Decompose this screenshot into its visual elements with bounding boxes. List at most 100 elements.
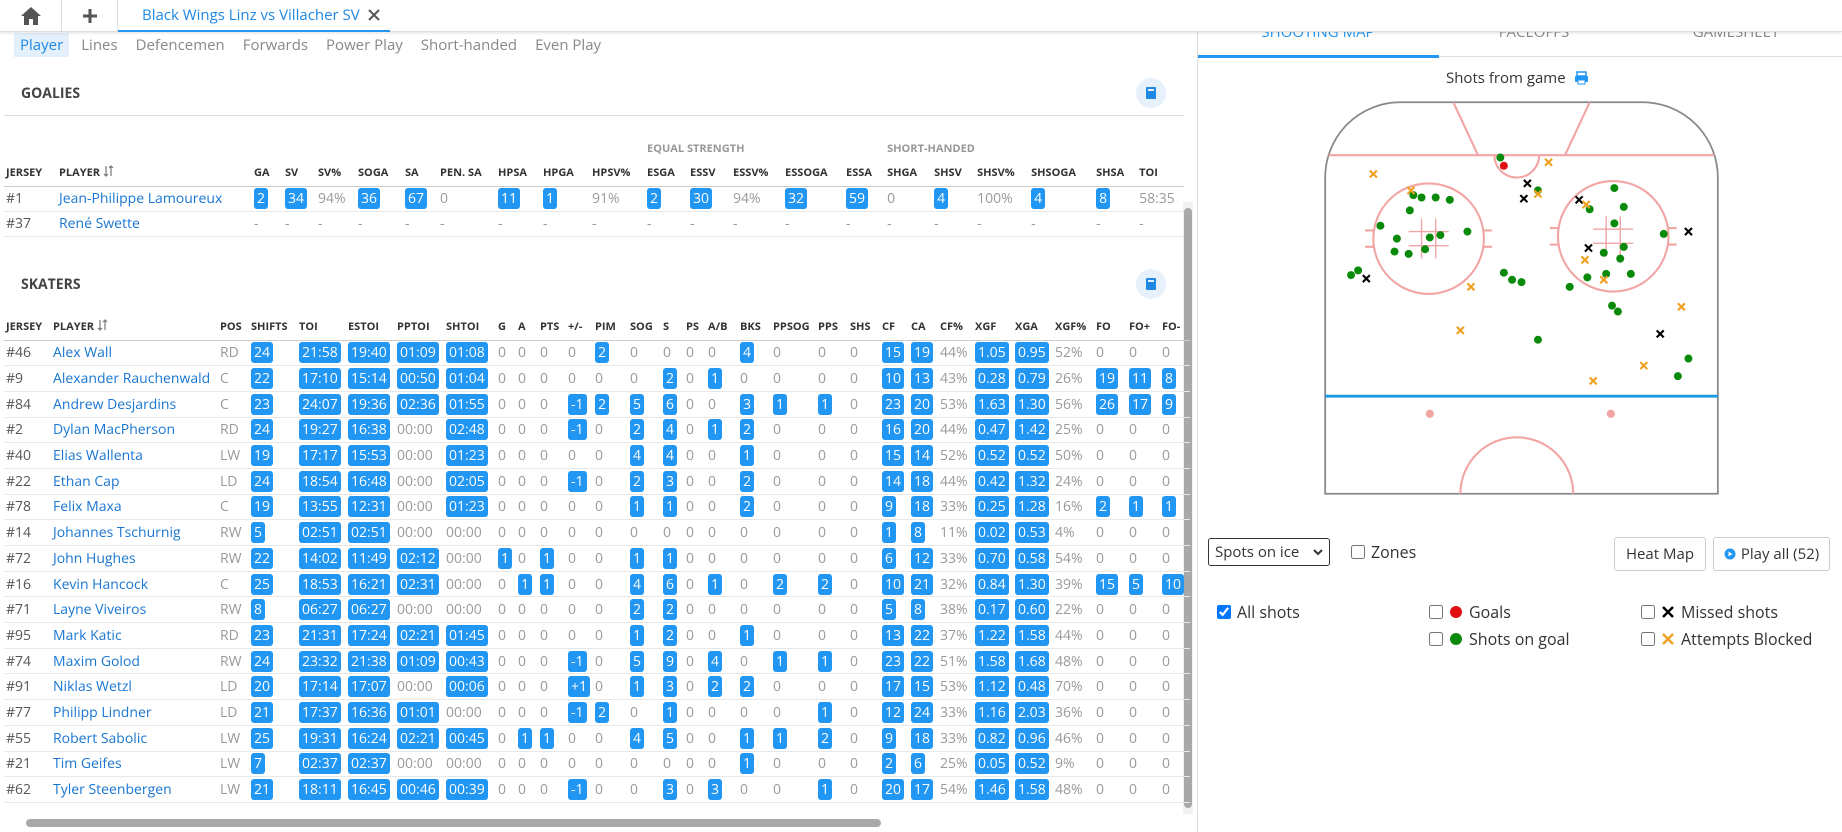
column-header[interactable]: SHSOGA (1029, 160, 1094, 186)
column-header[interactable]: SHSA (1094, 160, 1137, 186)
column-header[interactable]: XGF% (1053, 314, 1094, 340)
sort-icon[interactable] (97, 319, 109, 332)
player-link[interactable]: Andrew Desjardins (53, 394, 177, 414)
column-header[interactable]: XGF (973, 314, 1013, 340)
player-link[interactable]: Ethan Cap (53, 471, 120, 491)
column-header[interactable]: SA (403, 160, 438, 186)
column-header[interactable]: BKS (738, 314, 771, 340)
sort-icon[interactable] (103, 165, 115, 178)
subtab[interactable]: Lines (81, 35, 118, 55)
shot-filter[interactable]: Attempts Blocked (1641, 628, 1812, 650)
player-link[interactable]: Alex Wall (53, 343, 112, 363)
export-button[interactable] (1136, 78, 1166, 108)
player-link[interactable]: Philipp Lindner (53, 702, 152, 722)
checkbox[interactable] (1351, 545, 1365, 559)
column-header[interactable]: CF% (938, 314, 973, 340)
subtab[interactable]: Power Play (326, 35, 403, 55)
export-button[interactable] (1136, 269, 1166, 299)
shot-filter[interactable]: Shots on goal (1429, 628, 1570, 650)
checkbox[interactable] (1429, 605, 1443, 619)
checkbox[interactable] (1641, 605, 1655, 619)
column-header[interactable]: PEN. SA (438, 160, 496, 186)
player-link[interactable]: Mark Katic (53, 625, 122, 645)
column-header[interactable]: S (661, 314, 684, 340)
subtab[interactable]: Player (14, 33, 70, 57)
player-link[interactable]: Kevin Hancock (53, 574, 149, 594)
column-header[interactable]: JERSEY (4, 314, 51, 340)
player-link[interactable]: Tyler Steenbergen (53, 780, 172, 800)
player-link[interactable]: Niklas Wetzl (53, 677, 132, 697)
column-header[interactable]: TOI (297, 314, 346, 340)
checkbox[interactable] (1217, 605, 1231, 619)
home-button[interactable] (0, 0, 62, 32)
column-header[interactable]: ESSOGA (783, 160, 844, 186)
checkbox[interactable] (1429, 632, 1443, 646)
player-link[interactable]: Alexander Rauchenwald (53, 369, 211, 389)
close-tab[interactable] (368, 9, 380, 21)
column-header[interactable]: SHS (848, 314, 880, 340)
player-link[interactable]: Felix Maxa (53, 497, 122, 517)
column-header[interactable]: HPSA (496, 160, 541, 186)
column-header[interactable]: POS (218, 314, 249, 340)
column-header[interactable]: PS (684, 314, 706, 340)
column-header[interactable]: PIM (593, 314, 628, 340)
shot-filter[interactable]: Goals (1429, 601, 1511, 623)
column-header[interactable]: HPGA (541, 160, 590, 186)
column-header[interactable]: ESSA (844, 160, 885, 186)
column-header[interactable]: FO (1094, 314, 1127, 340)
player-link[interactable]: Jean-Philippe Lamoureux (59, 189, 223, 208)
column-header[interactable]: FO- (1160, 314, 1190, 340)
player-link[interactable]: Maxim Golod (53, 651, 140, 671)
shot-filter[interactable]: All shots (1217, 601, 1300, 623)
zones-toggle[interactable]: Zones (1351, 541, 1416, 563)
subtab[interactable]: Short-handed (420, 35, 518, 55)
column-header[interactable]: G (496, 314, 516, 340)
column-header[interactable]: SV (283, 160, 316, 186)
column-header[interactable]: SOG (628, 314, 661, 340)
checkbox[interactable] (1641, 632, 1655, 646)
column-header[interactable]: XGA (1013, 314, 1053, 340)
column-header[interactable]: SHGA (885, 160, 932, 186)
column-header[interactable]: TOI (1137, 160, 1184, 186)
column-header[interactable]: PPS (816, 314, 848, 340)
column-header[interactable]: SHSV% (975, 160, 1029, 186)
column-header[interactable]: SHIFTS (249, 314, 297, 340)
column-header[interactable]: PLAYER (57, 160, 252, 186)
column-header[interactable]: PLAYER (51, 314, 218, 340)
player-link[interactable]: Johannes Tschurnig (53, 523, 181, 543)
column-header[interactable]: ESGA (645, 160, 688, 186)
column-header[interactable]: ESSV% (731, 160, 783, 186)
column-header[interactable]: SHSV (932, 160, 975, 186)
column-header[interactable]: HPSV% (590, 160, 645, 186)
column-header[interactable]: GA (252, 160, 283, 186)
column-header[interactable]: A (516, 314, 538, 340)
column-header[interactable]: JERSEY (4, 160, 57, 186)
subtab[interactable]: Even Play (535, 35, 602, 55)
column-header[interactable]: PTS (538, 314, 566, 340)
print-icon[interactable] (1574, 71, 1589, 85)
column-header[interactable]: PPSOG (771, 314, 816, 340)
shot-filter[interactable]: Missed shots (1641, 601, 1778, 623)
column-header[interactable]: +/- (566, 314, 593, 340)
h-scrollbar[interactable] (26, 819, 881, 827)
column-header[interactable]: CF (880, 314, 909, 340)
player-link[interactable]: John Hughes (53, 548, 136, 568)
player-link[interactable]: Robert Sabolic (53, 728, 148, 748)
heat-map-button[interactable]: Heat Map (1614, 537, 1706, 571)
player-link[interactable]: Tim Geifes (53, 754, 122, 774)
column-header[interactable]: SHTOI (444, 314, 496, 340)
column-header[interactable]: SOGA (356, 160, 403, 186)
player-link[interactable]: Dylan MacPherson (53, 420, 176, 440)
play-all-button[interactable]: Play all (52) (1713, 537, 1830, 571)
subtab[interactable]: Defencemen (135, 35, 225, 55)
column-header[interactable]: A/B (706, 314, 738, 340)
column-header[interactable]: PPTOI (395, 314, 444, 340)
column-header[interactable]: ESSV (688, 160, 731, 186)
column-header[interactable]: SV% (316, 160, 356, 186)
add-tab-button[interactable] (62, 0, 118, 32)
column-header[interactable]: CA (909, 314, 938, 340)
player-link[interactable]: Elias Wallenta (53, 446, 143, 466)
subtab[interactable]: Forwards (242, 35, 309, 55)
view-select[interactable]: Spots on ice (1208, 538, 1330, 566)
player-link[interactable]: Layne Viveiros (53, 600, 147, 620)
